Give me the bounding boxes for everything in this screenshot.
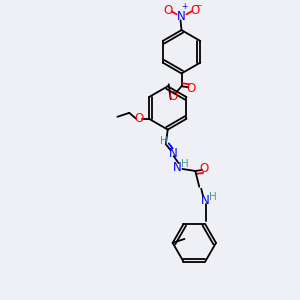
- Text: H: H: [160, 136, 168, 146]
- Text: N: N: [177, 10, 186, 23]
- Text: +: +: [181, 2, 188, 11]
- Text: O: O: [200, 163, 209, 176]
- Text: O: O: [163, 4, 172, 17]
- Text: O: O: [191, 4, 200, 17]
- Text: O: O: [168, 90, 177, 103]
- Text: H: H: [209, 192, 217, 202]
- Text: N: N: [201, 194, 209, 207]
- Text: H: H: [181, 159, 188, 169]
- Text: N: N: [173, 160, 182, 173]
- Text: O: O: [187, 82, 196, 95]
- Text: N: N: [169, 147, 178, 160]
- Text: −: −: [194, 0, 202, 9]
- Text: O: O: [134, 112, 144, 125]
